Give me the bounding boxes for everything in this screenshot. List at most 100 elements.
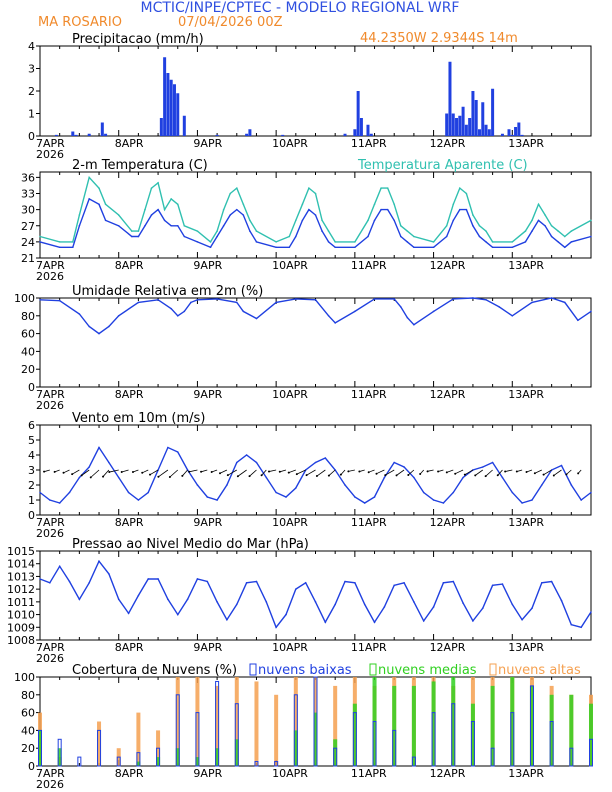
data-point <box>117 476 120 479</box>
data-point <box>321 219 323 222</box>
data-point <box>295 219 297 222</box>
wind-arrow <box>219 469 228 474</box>
x-tick-label: 7APR <box>36 137 65 150</box>
precip-bar <box>471 91 475 136</box>
wind-arrow <box>121 469 129 473</box>
data-point <box>459 187 461 189</box>
x-tick-label: 11APR <box>351 137 387 150</box>
panel-3: 0 20 40 60 80 100 7APR 8APR 9APR 10APR 11APR 12APR 1… <box>14 284 592 412</box>
data-point <box>167 598 169 601</box>
data-point <box>68 580 71 583</box>
panel-6: 0 20 40 60 80 100 7APR 8APR 9APR 10APR 11APR 12APR 1… <box>14 663 593 791</box>
data-point <box>491 461 494 464</box>
cloud-bar <box>392 729 397 767</box>
wind-arrow-head <box>62 471 65 474</box>
panel-frame <box>39 297 592 388</box>
data-point <box>560 464 563 467</box>
data-point <box>255 241 258 243</box>
y-tick-label: 24 <box>21 236 35 249</box>
data-point <box>216 601 218 603</box>
data-point <box>88 581 90 584</box>
data-point <box>580 626 582 629</box>
precip-bar <box>481 102 485 136</box>
panel-frame <box>39 45 592 137</box>
wind-arrow-head <box>542 473 545 476</box>
data-point <box>462 602 464 604</box>
y-tick-label: 1011 <box>7 596 35 609</box>
data-point <box>229 192 232 195</box>
data-point <box>521 502 523 504</box>
precip-bar <box>169 79 173 136</box>
data-point <box>127 491 130 494</box>
y-tick-label: 100 <box>14 671 35 684</box>
data-point <box>157 578 159 580</box>
wind-arrow-head <box>426 470 429 473</box>
precip-bar <box>487 129 491 136</box>
data-point <box>531 301 533 304</box>
data-point <box>321 230 323 232</box>
data-point <box>150 187 153 189</box>
legend-entry: nuvens altas <box>498 663 581 678</box>
cloud-bar <box>156 747 161 767</box>
wind-arrow <box>396 469 405 476</box>
cloud-bar <box>372 721 377 767</box>
wind-arrow <box>71 469 80 475</box>
data-point <box>560 599 563 602</box>
cloud-bar <box>451 703 456 767</box>
data-point <box>442 502 445 504</box>
legend-swatch <box>489 663 497 676</box>
cloud-bar <box>569 694 574 766</box>
data-point <box>590 219 592 222</box>
data-point <box>354 581 356 584</box>
data-point <box>255 461 258 464</box>
cloud-bar <box>136 752 141 767</box>
data-point <box>170 224 172 227</box>
x-tick-label: 10APR <box>272 641 308 654</box>
data-point <box>580 499 582 501</box>
y-tick-label: 1009 <box>7 621 35 634</box>
wind-arrow-head <box>463 473 466 476</box>
data-point <box>117 224 120 227</box>
precip-bar <box>176 93 180 136</box>
cloud-bar <box>254 761 259 767</box>
data-point <box>541 581 543 584</box>
data-point <box>413 235 415 238</box>
x-year-label: 2026 <box>36 270 64 283</box>
data-point <box>163 219 166 222</box>
wind-arrow-head <box>210 471 213 474</box>
precip-bar <box>520 134 524 136</box>
x-tick-label: 13APR <box>508 259 544 272</box>
data-point <box>511 246 514 249</box>
wind-arrow <box>348 469 355 472</box>
station-coordinates: 44.2350W 2.9344S 14m <box>360 31 518 46</box>
cloud-bar <box>333 739 338 766</box>
data-point <box>399 306 402 308</box>
data-point <box>131 235 133 238</box>
data-point <box>537 203 540 206</box>
wind-arrow <box>149 469 159 476</box>
cloud-bar <box>156 757 161 766</box>
wind-arrow-head <box>188 470 191 473</box>
data-point <box>222 224 225 227</box>
x-tick-label: 7APR <box>36 388 65 401</box>
data-point <box>39 298 41 301</box>
cloud-bar <box>116 756 121 767</box>
data-point <box>334 246 336 249</box>
wind-arrow-head <box>278 470 281 473</box>
data-point <box>242 310 245 313</box>
precip-bar <box>159 118 163 136</box>
cloud-bar <box>529 685 534 767</box>
data-point <box>406 241 409 243</box>
data-point <box>229 214 232 216</box>
data-point <box>524 230 527 232</box>
data-point <box>104 203 107 206</box>
data-point <box>501 583 504 585</box>
data-point <box>39 578 41 580</box>
data-point <box>285 496 287 498</box>
data-point <box>314 214 317 216</box>
x-tick-label: 9APR <box>193 516 222 529</box>
data-point <box>393 203 396 206</box>
data-point <box>117 315 120 317</box>
data-point <box>88 466 90 468</box>
